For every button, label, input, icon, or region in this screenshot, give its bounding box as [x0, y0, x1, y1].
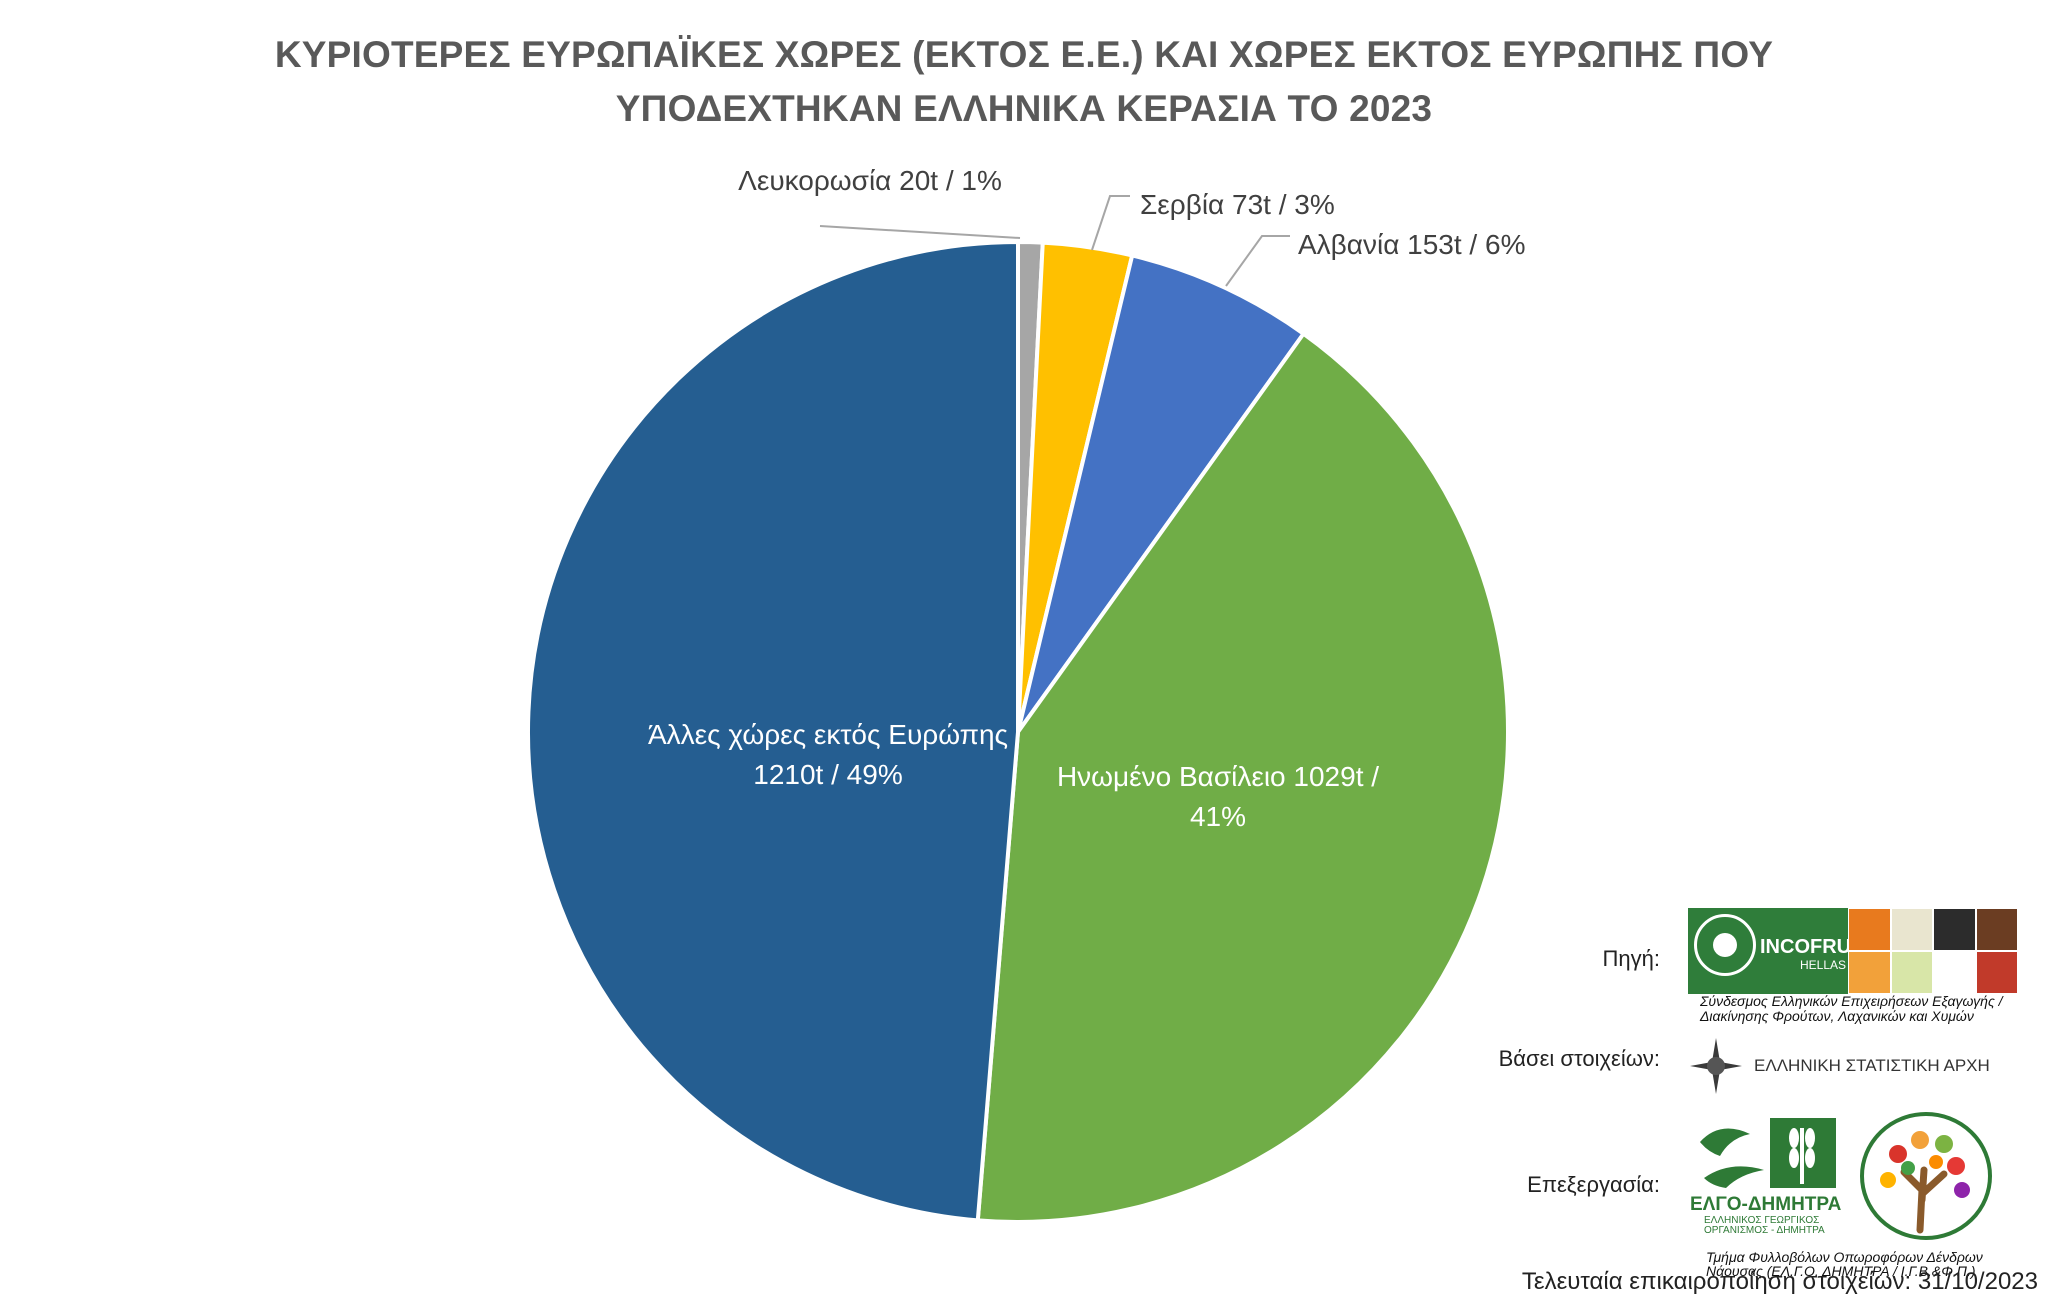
database-label: Βάσει στοιχείων: — [1498, 1046, 1660, 1071]
incofruit-seal-icon — [1694, 914, 1756, 976]
fruit-tree-icon — [1860, 1112, 1992, 1240]
incofruit-sub: HELLAS — [1800, 958, 1847, 972]
slice-label-3-line-1: 41% — [1190, 801, 1246, 832]
source-label: Πηγή: — [1602, 946, 1660, 971]
slice-label-4-line-0: Άλλες χώρες εκτός Ευρώπης — [648, 719, 1008, 750]
incofruit-brand-panel: INCOFRUIT HELLAS — [1688, 908, 1869, 994]
elgo-name: ΕΛΓΟ-ΔΗΜΗΤΡΑ — [1690, 1194, 1842, 1215]
leader-line-1 — [1091, 195, 1130, 251]
elstat-logo: ΕΛΛΗΝΙΚΗ ΣΤΑΤΙΣΤΙΚΗ ΑΡΧΗ — [1688, 1036, 2018, 1096]
last-update-text: Τελευταία επικαιροποίηση στοιχείων: 31/1… — [1521, 1268, 2038, 1295]
fruit-photos-icon — [1848, 908, 2018, 994]
elgo-description: Τμήμα Φυλλοβόλων Οπωροφόρων Δένδρων Νάου… — [1706, 1249, 1983, 1279]
slice-label-0: Λευκορωσία 20t / 1% — [738, 165, 1002, 196]
slice-label-2: Αλβανία 153t / 6% — [1298, 229, 1525, 260]
incofruit-description: Σύνδεσμος Ελληνικών Επιχειρήσεων Εξαγωγή… — [1700, 993, 2003, 1024]
pie-slice-3 — [975, 330, 1510, 1224]
chart-title-line-1: ΚΥΡΙΟΤΕΡΕΣ ΕΥΡΩΠΑΪΚΕΣ ΧΩΡΕΣ (ΕΚΤΟΣ Ε.Ε.)… — [274, 34, 1774, 75]
compass-star-icon — [1690, 1038, 1742, 1094]
incofruit-logo: INCOFRUIT HELLAS — [1688, 908, 2018, 994]
chart-title-line-2: ΥΠΟΔΕΧΤΗΚΑΝ ΕΛΛΗΝΙΚΑ ΚΕΡΑΣΙΑ ΤΟ 2023 — [615, 88, 1433, 129]
processing-label: Επεξεργασία: — [1527, 1172, 1660, 1197]
slice-label-2-line-0: Αλβανία 153t / 6% — [1298, 229, 1525, 260]
slice-label-4-line-1: 1210t / 49% — [753, 759, 902, 790]
slice-label-1-line-0: Σερβία 73t / 3% — [1140, 189, 1335, 220]
slice-label-4: Άλλες χώρες εκτός Ευρώπης 1210t / 49% — [648, 719, 1008, 790]
slice-label-0-line-0: Λευκορωσία 20t / 1% — [738, 165, 1002, 196]
slice-label-3: Ηνωμένο Βασίλειο 1029t / 41% — [1057, 761, 1379, 832]
pie-slice-4 — [525, 239, 1020, 1223]
elgo-subtitle: ΕΛΛΗΝΙΚΟΣ ΓΕΩΡΓΙΚΟΣ ΟΡΓΑΝΙΣΜΟΣ - ΔΗΜΗΤΡΑ — [1704, 1215, 1825, 1236]
slice-label-3-line-0: Ηνωμένο Βασίλειο 1029t / — [1057, 761, 1379, 792]
leader-line-2 — [1225, 235, 1290, 287]
elstat-name: ΕΛΛΗΝΙΚΗ ΣΤΑΤΙΣΤΙΚΗ ΑΡΧΗ — [1754, 1056, 1990, 1075]
wheat-emblem-icon — [1700, 1118, 1836, 1188]
chart-title: ΚΥΡΙΟΤΕΡΕΣ ΕΥΡΩΠΑΪΚΕΣ ΧΩΡΕΣ (ΕΚΤΟΣ Ε.Ε.)… — [0, 28, 2048, 136]
incofruit-name: INCOFRUIT — [1760, 936, 1869, 958]
pie-slice-2 — [1016, 253, 1307, 734]
slice-label-1: Σερβία 73t / 3% — [1140, 189, 1335, 220]
elgo-dimitra-logo: ΕΛΓΟ-ΔΗΜΗΤΡΑ ΕΛΛΗΝΙΚΟΣ ΓΕΩΡΓΙΚΟΣ ΟΡΓΑΝΙΣ… — [1690, 1112, 1850, 1236]
leader-line-0 — [819, 225, 1021, 239]
